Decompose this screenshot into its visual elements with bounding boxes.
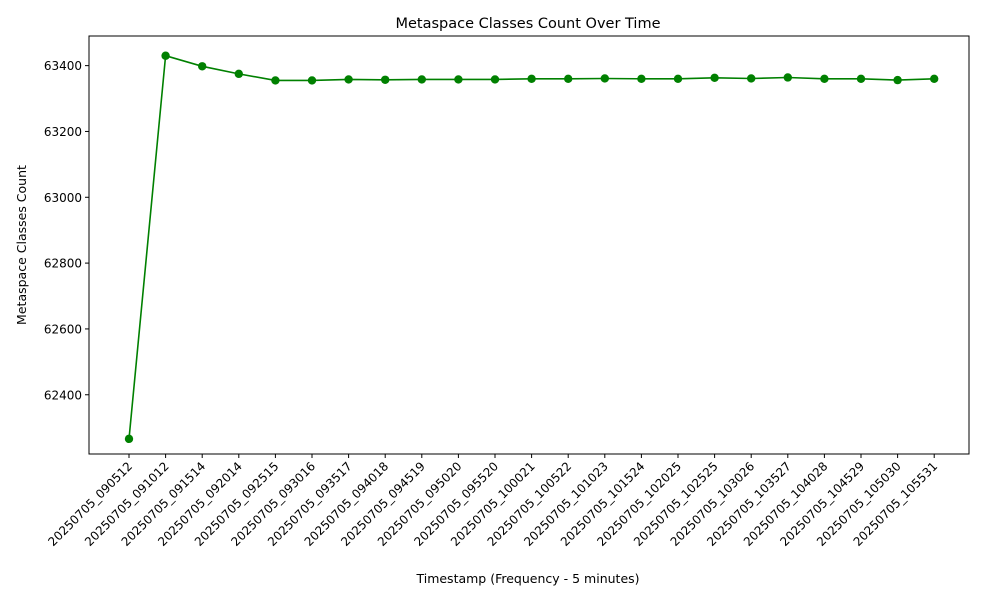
data-point bbox=[490, 75, 500, 84]
data-point bbox=[381, 75, 390, 84]
data-point bbox=[564, 74, 573, 83]
data-point bbox=[930, 74, 939, 83]
data-point bbox=[344, 75, 353, 84]
data-point bbox=[820, 74, 829, 83]
data-point bbox=[307, 76, 317, 85]
data-point bbox=[710, 73, 719, 83]
y-tick-label: 62800 bbox=[44, 257, 82, 271]
y-tick-label: 62600 bbox=[44, 322, 82, 336]
chart-title: Metaspace Classes Count Over Time bbox=[395, 16, 660, 32]
series-line bbox=[124, 51, 939, 444]
x-axis-label: Timestamp (Frequency - 5 minutes) bbox=[415, 571, 639, 586]
data-point bbox=[747, 74, 756, 83]
data-point bbox=[673, 74, 683, 83]
data-point bbox=[600, 74, 609, 83]
data-point bbox=[527, 74, 536, 83]
data-point bbox=[856, 74, 866, 83]
y-tick-label: 63400 bbox=[44, 59, 82, 73]
x-axis: 20250705_09051220250705_09101220250705_0… bbox=[45, 454, 940, 549]
y-tick-label: 63000 bbox=[44, 191, 82, 205]
data-point bbox=[124, 434, 134, 444]
data-point bbox=[454, 75, 463, 84]
data-point bbox=[161, 51, 170, 60]
y-axis-label: Metaspace Classes Count bbox=[14, 165, 29, 325]
data-point bbox=[637, 74, 646, 83]
data-point bbox=[893, 75, 902, 85]
data-point bbox=[271, 76, 280, 85]
data-point bbox=[417, 75, 426, 84]
y-tick-label: 62400 bbox=[44, 388, 82, 402]
data-point bbox=[783, 73, 792, 82]
data-point bbox=[198, 62, 207, 71]
y-tick-label: 63200 bbox=[44, 125, 82, 139]
plot-area bbox=[88, 35, 970, 455]
series-polyline bbox=[128, 54, 935, 439]
data-point bbox=[234, 69, 243, 79]
y-axis: 62400 62600 62800 63000 63200 63400 bbox=[44, 59, 89, 402]
